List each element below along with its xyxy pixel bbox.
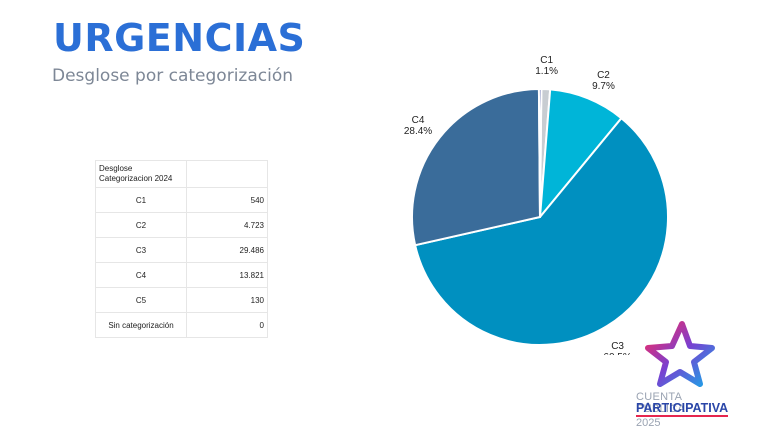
row-label: C2	[95, 212, 187, 238]
row-value: 130	[186, 287, 268, 313]
pie-label-value: 1.1%	[535, 66, 558, 77]
logo-text-year: 2025	[636, 417, 661, 429]
row-value: 29.486	[186, 237, 268, 263]
pie-slice-c5	[537, 88, 543, 218]
pie-label-name: C3	[611, 341, 624, 352]
table-row: C1 540	[95, 187, 268, 213]
pie-label-c1: C11.1%	[535, 55, 558, 77]
table-row: Sin categorización 0	[95, 312, 268, 338]
pie-label-name: C2	[597, 70, 610, 81]
row-value: 4.723	[186, 212, 268, 238]
table-header-empty	[186, 160, 268, 188]
pie-label-value: 28.4%	[404, 126, 432, 137]
row-label: C3	[95, 237, 187, 263]
pie-label-name: C4	[412, 115, 425, 126]
logo: CUENTA PÚBLICA PARTICIPATIVA 2025	[632, 318, 729, 429]
table-row: C4 13.821	[95, 262, 268, 288]
logo-text-cuenta: CUENTA PÚBLICA	[636, 391, 686, 415]
row-label: C1	[95, 187, 187, 213]
breakdown-table: Desglose Categorizacion 2024 C1 540 C2 4…	[95, 160, 268, 338]
pie-slice-c4	[411, 87, 542, 247]
row-value: 540	[186, 187, 268, 213]
table-row: C2 4.723	[95, 212, 268, 238]
row-value: 0	[186, 312, 268, 338]
logo-text-participativa: PARTICIPATIVA	[636, 401, 729, 417]
pie-slice-c3	[413, 116, 669, 346]
row-label: C5	[95, 287, 187, 313]
pie-label-c3: C360.5%	[603, 341, 631, 355]
page-subtitle: Desglose por categorización	[52, 66, 294, 86]
row-label: C4	[95, 262, 187, 288]
row-label: Sin categorización	[95, 312, 187, 338]
table-row: C5 130	[95, 287, 268, 313]
table-header-row: Desglose Categorizacion 2024	[95, 160, 268, 188]
pie-label-value: 60.5%	[603, 352, 631, 355]
pie-slice-c2	[538, 88, 623, 221]
table-header-cell: Desglose Categorizacion 2024	[95, 160, 187, 188]
pie-label-c2: C29.7%	[592, 70, 615, 92]
row-value: 13.821	[186, 262, 268, 288]
star-logo-icon	[645, 321, 715, 387]
pie-label-value: 9.7%	[592, 81, 615, 92]
pie-label-name: C1	[540, 55, 553, 66]
table-row: C3 29.486	[95, 237, 268, 263]
page-title: URGENCIAS	[53, 16, 306, 60]
